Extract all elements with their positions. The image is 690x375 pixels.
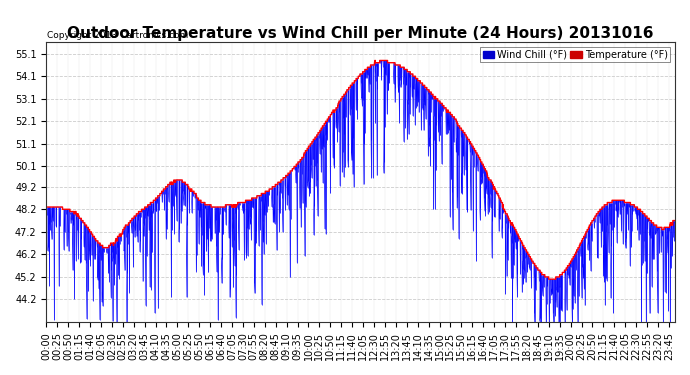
Title: Outdoor Temperature vs Wind Chill per Minute (24 Hours) 20131016: Outdoor Temperature vs Wind Chill per Mi… (68, 26, 654, 41)
Text: Copyright 2013 Cartronics.com: Copyright 2013 Cartronics.com (47, 31, 188, 40)
Legend: Wind Chill (°F), Temperature (°F): Wind Chill (°F), Temperature (°F) (480, 47, 670, 62)
